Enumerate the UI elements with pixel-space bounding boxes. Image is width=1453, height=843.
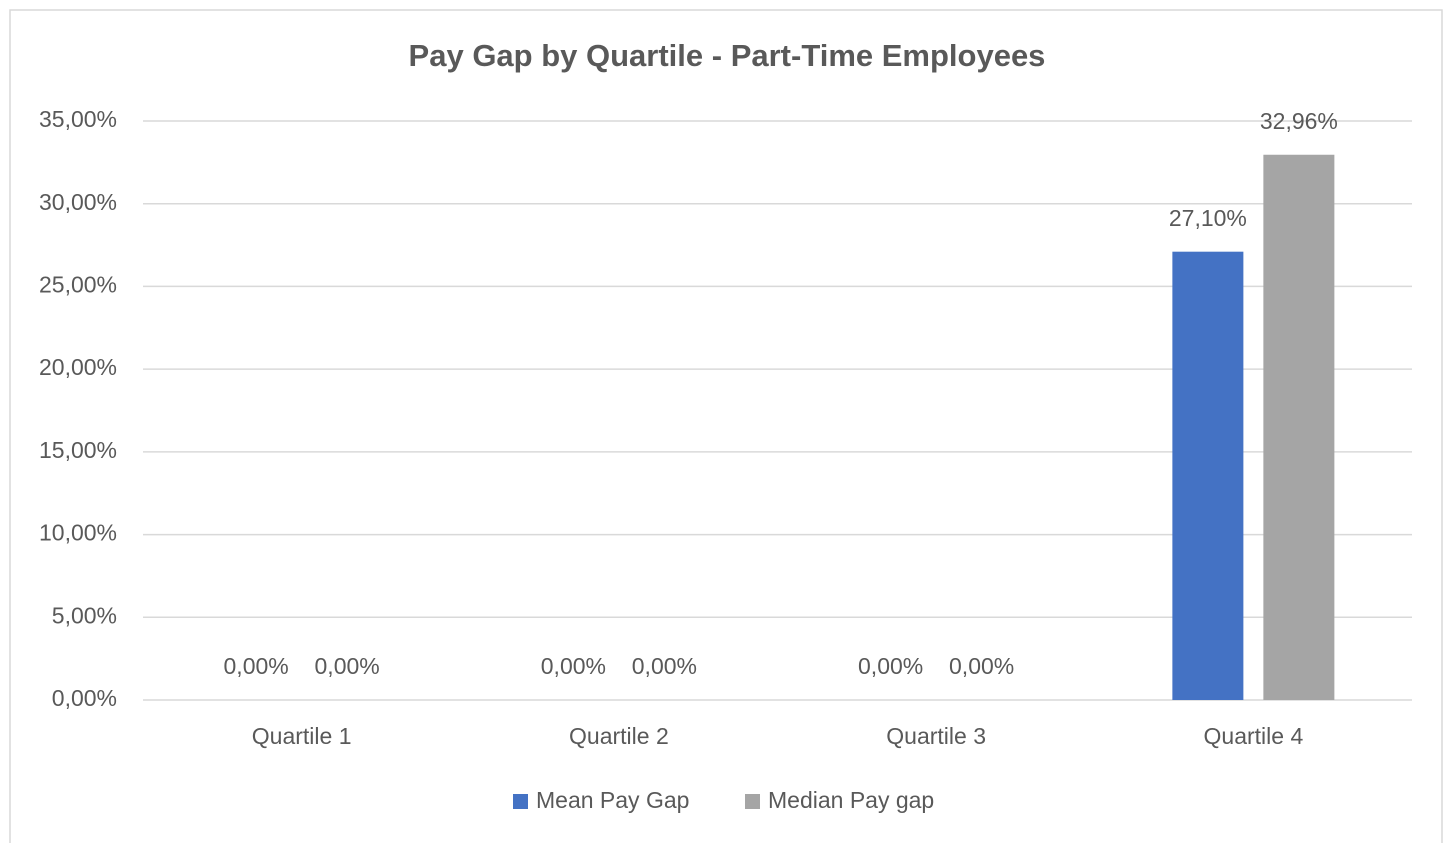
bar [1263,154,1335,700]
y-tick-label: 0,00% [52,685,117,711]
value-label: 27,10% [1169,205,1247,231]
chart-title: Pay Gap by Quartile - Part-Time Employee… [409,38,1046,73]
value-label: 0,00% [224,653,289,679]
y-tick-label: 5,00% [52,602,117,628]
value-label: 0,00% [315,653,380,679]
x-tick-label: Quartile 4 [1204,723,1304,749]
y-tick-label: 15,00% [39,437,117,463]
y-tick-label: 10,00% [39,520,117,546]
x-tick-label: Quartile 1 [252,723,352,749]
legend-swatch [745,794,760,809]
value-label: 0,00% [858,653,923,679]
legend-swatch [513,794,528,809]
y-tick-label: 30,00% [39,189,117,215]
value-label: 0,00% [949,653,1014,679]
legend-label: Median Pay gap [768,787,934,813]
legend-label: Mean Pay Gap [536,787,689,813]
x-tick-label: Quartile 2 [569,723,669,749]
bar [1172,251,1244,700]
value-label: 32,96% [1260,108,1338,134]
value-label: 0,00% [541,653,606,679]
value-label: 0,00% [632,653,697,679]
y-tick-label: 25,00% [39,272,117,298]
x-tick-label: Quartile 3 [886,723,986,749]
y-tick-label: 35,00% [39,106,117,132]
y-tick-label: 20,00% [39,354,117,380]
